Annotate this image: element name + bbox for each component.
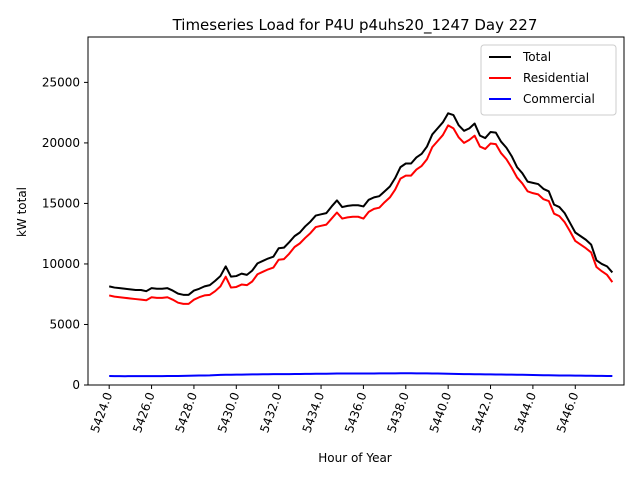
- plot-area: 5424.0 5426.0 5428.0 5430.0 5432.0 5434.0 5436…: [42, 36, 625, 435]
- y-tick-label: 10000: [42, 257, 80, 271]
- x-tick-label: 5446.0: [554, 390, 582, 434]
- y-tick-label: 15000: [42, 196, 80, 210]
- x-tick-label: 5436.0: [342, 390, 370, 434]
- axes-frame: [87, 36, 625, 386]
- x-tick-label: 5432.0: [257, 390, 285, 434]
- x-tick-label: 5440.0: [427, 390, 455, 434]
- legend-box: [480, 44, 617, 116]
- y-tick-label: 5000: [49, 317, 80, 331]
- x-tick-label: 5424.0: [88, 390, 116, 434]
- x-tick-label: 5442.0: [469, 390, 497, 434]
- legend-label-commercial: Commercial: [523, 92, 595, 106]
- x-tick-label: 5428.0: [173, 390, 201, 434]
- series-line-total: [108, 112, 614, 296]
- y-tick-label: 0: [72, 378, 80, 392]
- x-tick-label: 5430.0: [215, 390, 243, 434]
- series-line-residential: [108, 124, 614, 305]
- x-axis-label: Hour of Year: [318, 451, 392, 465]
- y-tick-label: 25000: [42, 75, 80, 89]
- x-tick-label: 5444.0: [511, 390, 539, 434]
- chart-title: Timeseries Load for P4U p4uhs20_1247 Day…: [172, 16, 538, 35]
- x-tick-label: 5434.0: [300, 390, 328, 434]
- x-tick-label: 5438.0: [384, 390, 412, 434]
- y-tick-label: 20000: [42, 136, 80, 150]
- legend-label-residential: Residential: [523, 71, 589, 85]
- y-axis-label: kW total: [15, 187, 29, 237]
- legend-label-total: Total: [522, 50, 551, 64]
- x-tick-label: 5426.0: [130, 390, 158, 434]
- series-line-commercial: [109, 372, 613, 378]
